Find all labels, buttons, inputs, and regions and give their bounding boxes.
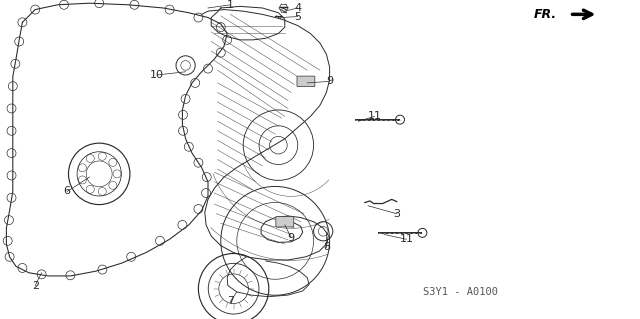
Text: 1: 1 (227, 0, 234, 10)
Text: 8: 8 (323, 242, 330, 252)
Text: 2: 2 (31, 280, 39, 291)
Text: 4: 4 (294, 3, 301, 13)
Text: 11: 11 (367, 111, 381, 122)
Text: 6: 6 (64, 186, 70, 197)
Text: 3: 3 (394, 209, 400, 219)
Text: 5: 5 (294, 11, 301, 22)
Text: 11: 11 (399, 234, 413, 244)
FancyBboxPatch shape (276, 217, 294, 227)
Text: 9: 9 (326, 76, 333, 86)
Text: 9: 9 (287, 233, 295, 243)
Text: FR.: FR. (534, 8, 557, 21)
FancyBboxPatch shape (297, 76, 315, 86)
Text: 10: 10 (150, 70, 164, 80)
Text: 7: 7 (227, 296, 234, 307)
Text: S3Y1 - A0100: S3Y1 - A0100 (423, 287, 499, 297)
